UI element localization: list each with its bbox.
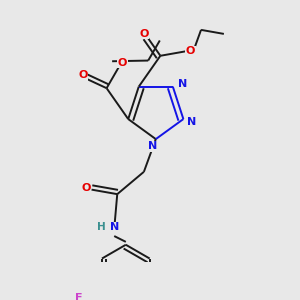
Text: N: N: [148, 141, 158, 151]
Text: O: O: [118, 58, 127, 68]
Text: O: O: [81, 183, 90, 193]
Text: O: O: [78, 70, 87, 80]
Text: H: H: [97, 222, 106, 233]
Text: N: N: [188, 117, 197, 127]
Text: O: O: [140, 29, 149, 39]
Text: F: F: [75, 293, 83, 300]
Text: N: N: [178, 79, 188, 89]
Text: N: N: [110, 222, 119, 233]
Text: O: O: [186, 46, 195, 56]
